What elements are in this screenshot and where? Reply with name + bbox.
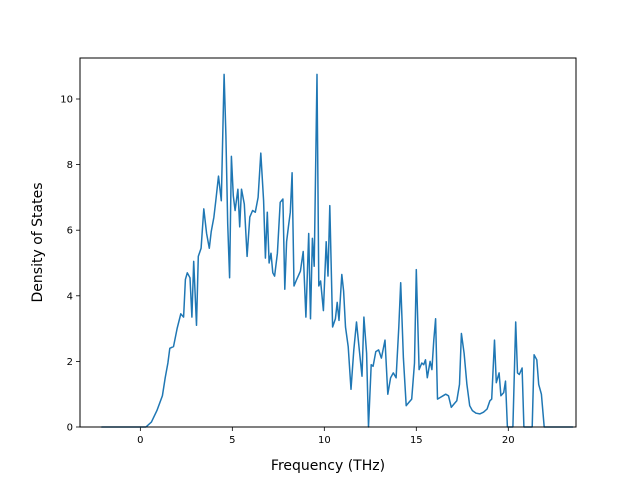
series-line (100, 73, 574, 428)
y-tick-label: 4 (67, 291, 73, 302)
x-tick-label: 15 (410, 435, 423, 446)
x-tick-label: 0 (137, 435, 143, 446)
x-axis-title: Frequency (THz) (271, 458, 385, 474)
x-axis: 0 5 10 15 20 (137, 427, 515, 446)
x-tick-label: 10 (318, 435, 331, 446)
y-axis: 0 2 4 6 8 10 (60, 95, 80, 434)
x-tick-label: 20 (502, 435, 515, 446)
y-tick-label: 0 (67, 423, 73, 434)
y-tick-label: 2 (67, 357, 73, 368)
x-tick-label: 5 (229, 435, 235, 446)
y-tick-label: 10 (60, 95, 73, 106)
y-tick-label: 6 (67, 226, 73, 237)
y-tick-label: 8 (67, 160, 73, 171)
plot-area (80, 58, 576, 427)
plot-frame (79, 57, 577, 428)
y-axis-title: Density of States (30, 183, 46, 303)
series-layer (100, 73, 574, 428)
